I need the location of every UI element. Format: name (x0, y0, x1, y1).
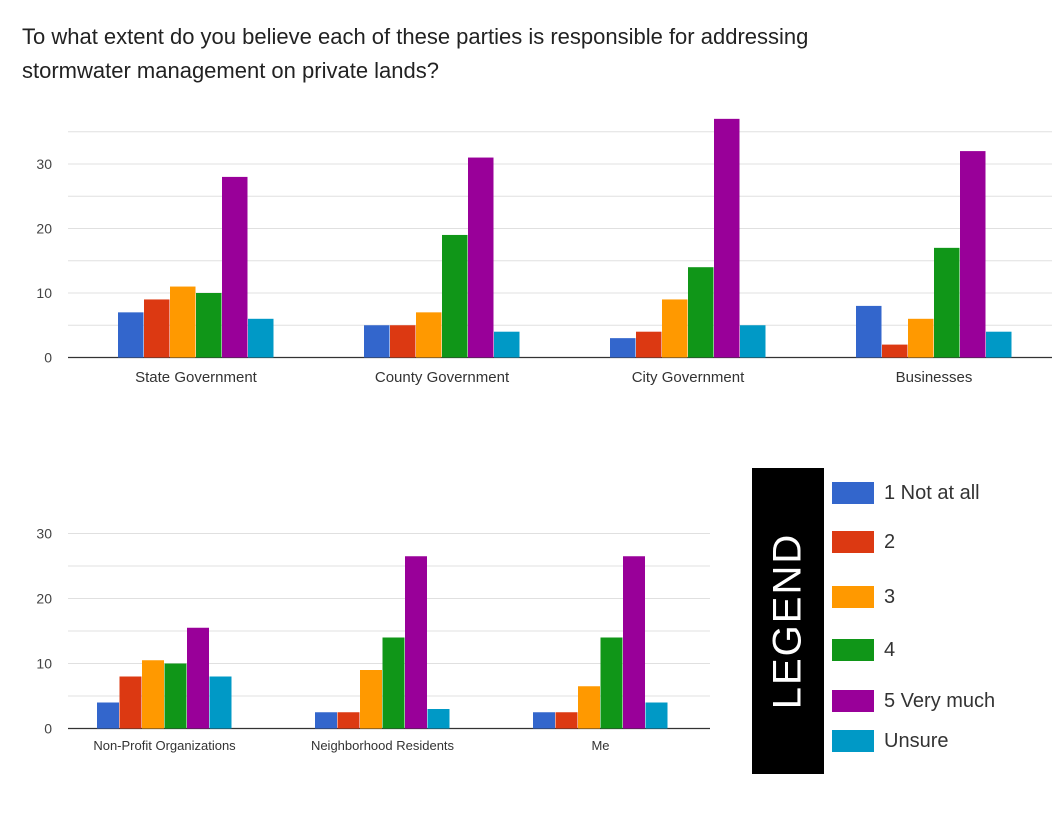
chart2-category-label: Me (591, 738, 609, 753)
legend-swatch-3 (832, 586, 874, 608)
legend-swatch-4 (832, 639, 874, 661)
legend-label-3: 3 (884, 585, 896, 608)
chart1-bar (908, 318, 934, 358)
chart2-bar (97, 702, 119, 729)
legend-panel (752, 468, 824, 774)
legend-label-6: Unsure (884, 729, 949, 752)
chart1-bar (118, 312, 144, 358)
chart2-bar (405, 556, 427, 729)
legend-label-4: 4 (884, 638, 896, 661)
chart2-y-tick-label: 0 (44, 721, 52, 737)
question-text: To what extent do you believe each of th… (22, 20, 922, 88)
chart2-bar (645, 702, 668, 729)
chart2-bar (187, 627, 209, 729)
legend-item-3: 3 (832, 585, 895, 609)
chart1-category-label: City Government (632, 369, 745, 386)
chart1-bar (856, 305, 882, 358)
chart2-bar (164, 663, 187, 729)
chart1-category-label: State Government (135, 369, 258, 386)
chart2-bar (600, 637, 623, 729)
chart1-bar (364, 325, 390, 358)
legend-item-1: 1 Not at all (832, 481, 980, 505)
chart2-bar (119, 676, 142, 729)
chart2-bar (337, 712, 360, 729)
chart2-category-label: Non-Profit Organizations (93, 738, 236, 753)
chart2-bar (382, 637, 405, 729)
chart2-bar (555, 712, 578, 729)
legend-label-1: 1 Not at all (884, 481, 980, 504)
chart1-bar (390, 325, 416, 358)
chart1-bar (986, 331, 1012, 358)
chart1-bar (416, 312, 442, 358)
question-line-1: To what extent do you believe each of th… (22, 24, 809, 49)
chart1-bar (610, 338, 636, 358)
legend-swatch-1 (832, 482, 874, 504)
chart1-bar (688, 267, 714, 358)
chart1-bar (468, 157, 494, 358)
chart1-bar (960, 151, 986, 358)
chart1-category-label: County Government (375, 369, 510, 386)
chart1-bar (934, 247, 960, 358)
chart1-bar (144, 299, 170, 358)
chart1-bar (222, 176, 248, 358)
chart1-bar (494, 331, 520, 358)
chart1-y-tick-label: 30 (36, 156, 52, 172)
chart1-bar (714, 118, 740, 358)
chart1-y-tick-label: 20 (36, 221, 52, 237)
chart2-bar (360, 670, 382, 729)
chart1-bar (170, 286, 196, 358)
chart2-y-tick-label: 20 (36, 591, 52, 607)
chart2-bar (578, 686, 600, 729)
chart1-bar (196, 293, 222, 358)
chart1-bar (248, 318, 274, 358)
chart1-category-label: Businesses (896, 369, 973, 386)
legend-item-6: Unsure (832, 729, 948, 753)
chart2-bar (209, 676, 232, 729)
legend-swatch-2 (832, 531, 874, 553)
legend-swatch-6 (832, 730, 874, 752)
chart1-y-tick-label: 10 (36, 285, 52, 301)
chart2-bar (315, 712, 337, 729)
chart1-bar (662, 299, 688, 358)
chart1-bar (882, 344, 908, 358)
legend-item-4: 4 (832, 638, 895, 662)
chart1-bar (442, 234, 468, 358)
legend-title: LEGEND (765, 532, 810, 710)
legend-swatch-5 (832, 690, 874, 712)
chart2-bar (142, 660, 164, 729)
legend-label-2: 2 (884, 530, 896, 553)
legend-label-5: 5 Very much (884, 689, 996, 712)
chart2-category-label: Neighborhood Residents (311, 738, 455, 753)
legend-item-2: 2 (832, 530, 895, 554)
chart1-bar (636, 331, 662, 358)
chart1-bar (740, 325, 766, 358)
chart1-y-tick-label: 0 (44, 350, 52, 366)
question-line-2: stormwater management on private lands? (22, 58, 439, 83)
legend-item-5: 5 Very much (832, 689, 995, 713)
chart2-bar (533, 712, 555, 729)
chart2-y-tick-label: 30 (36, 526, 52, 542)
chart2-bar (427, 709, 450, 729)
chart2-bar (623, 556, 645, 729)
chart2-y-tick-label: 10 (36, 656, 52, 672)
